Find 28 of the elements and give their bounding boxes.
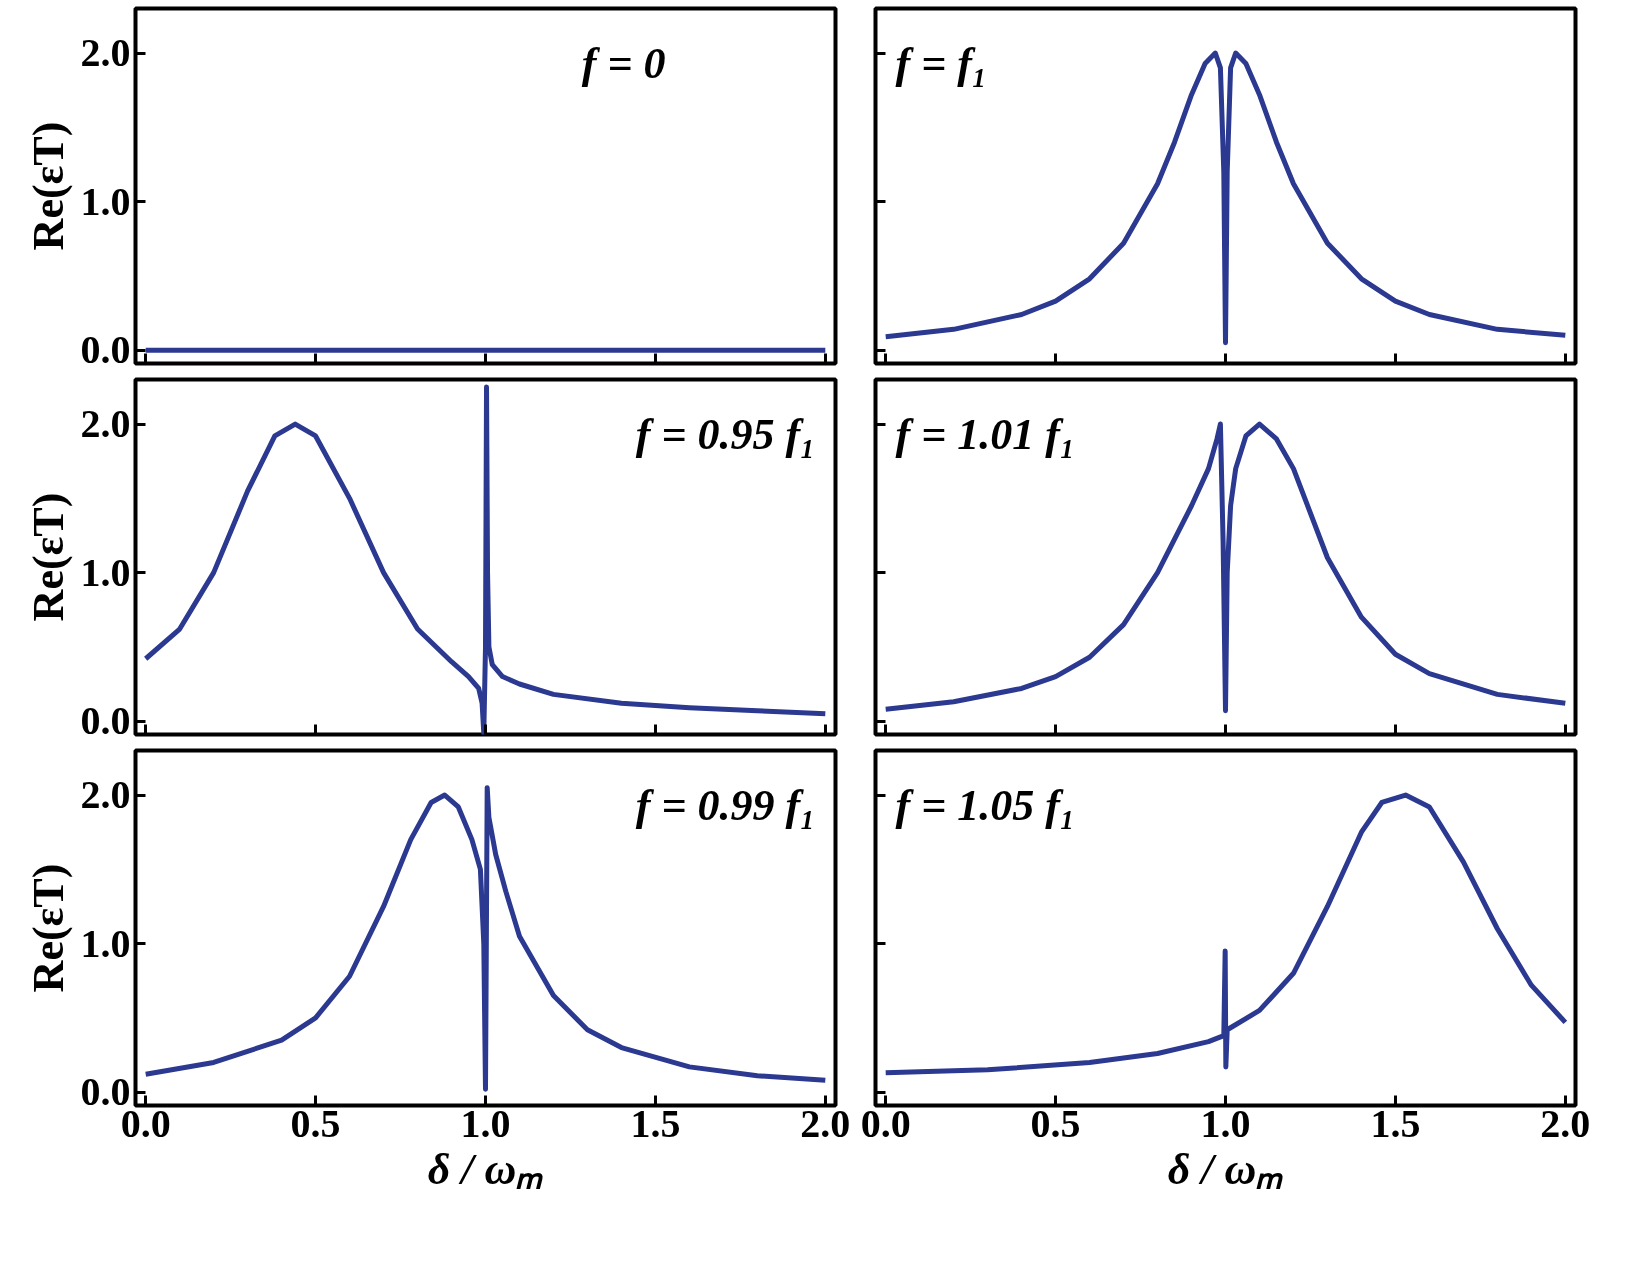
x-tick-label: 1.5 [1370, 1100, 1421, 1146]
annotation: f = 1.01 f₁ [895, 410, 1076, 459]
annotation: f = 0 [581, 39, 666, 88]
y-tick-label: 1.0 [80, 920, 131, 966]
x-tick-label: 0.0 [860, 1100, 911, 1146]
y-tick-label: 1.0 [80, 178, 131, 224]
y-tick-label: 0.0 [80, 327, 131, 373]
y-tick-label: 2.0 [80, 30, 131, 76]
x-tick-label: 2.0 [800, 1100, 851, 1146]
x-axis-title: δ / ωₘ [1167, 1144, 1285, 1194]
y-tick-label: 2.0 [80, 401, 131, 447]
annotation: f = 0.95 f₁ [635, 410, 816, 459]
y-axis-title: Re(εT) [23, 121, 73, 251]
x-tick-label: 1.0 [460, 1100, 511, 1146]
y-tick-label: 2.0 [80, 772, 131, 818]
annotation: f = 0.99 f₁ [635, 781, 816, 830]
annotation: f = 1.05 f₁ [895, 781, 1076, 830]
y-axis-title: Re(εT) [23, 863, 73, 993]
x-tick-label: 1.0 [1200, 1100, 1251, 1146]
x-axis-title: δ / ωₘ [427, 1144, 545, 1194]
x-tick-label: 2.0 [1540, 1100, 1591, 1146]
y-tick-label: 0.0 [80, 698, 131, 744]
x-tick-label: 0.5 [1030, 1100, 1081, 1146]
y-axis-title: Re(εT) [23, 492, 73, 622]
x-tick-label: 1.5 [630, 1100, 681, 1146]
annotation: f = f₁ [895, 39, 988, 88]
y-tick-label: 1.0 [80, 549, 131, 595]
x-tick-label: 0.5 [290, 1100, 341, 1146]
